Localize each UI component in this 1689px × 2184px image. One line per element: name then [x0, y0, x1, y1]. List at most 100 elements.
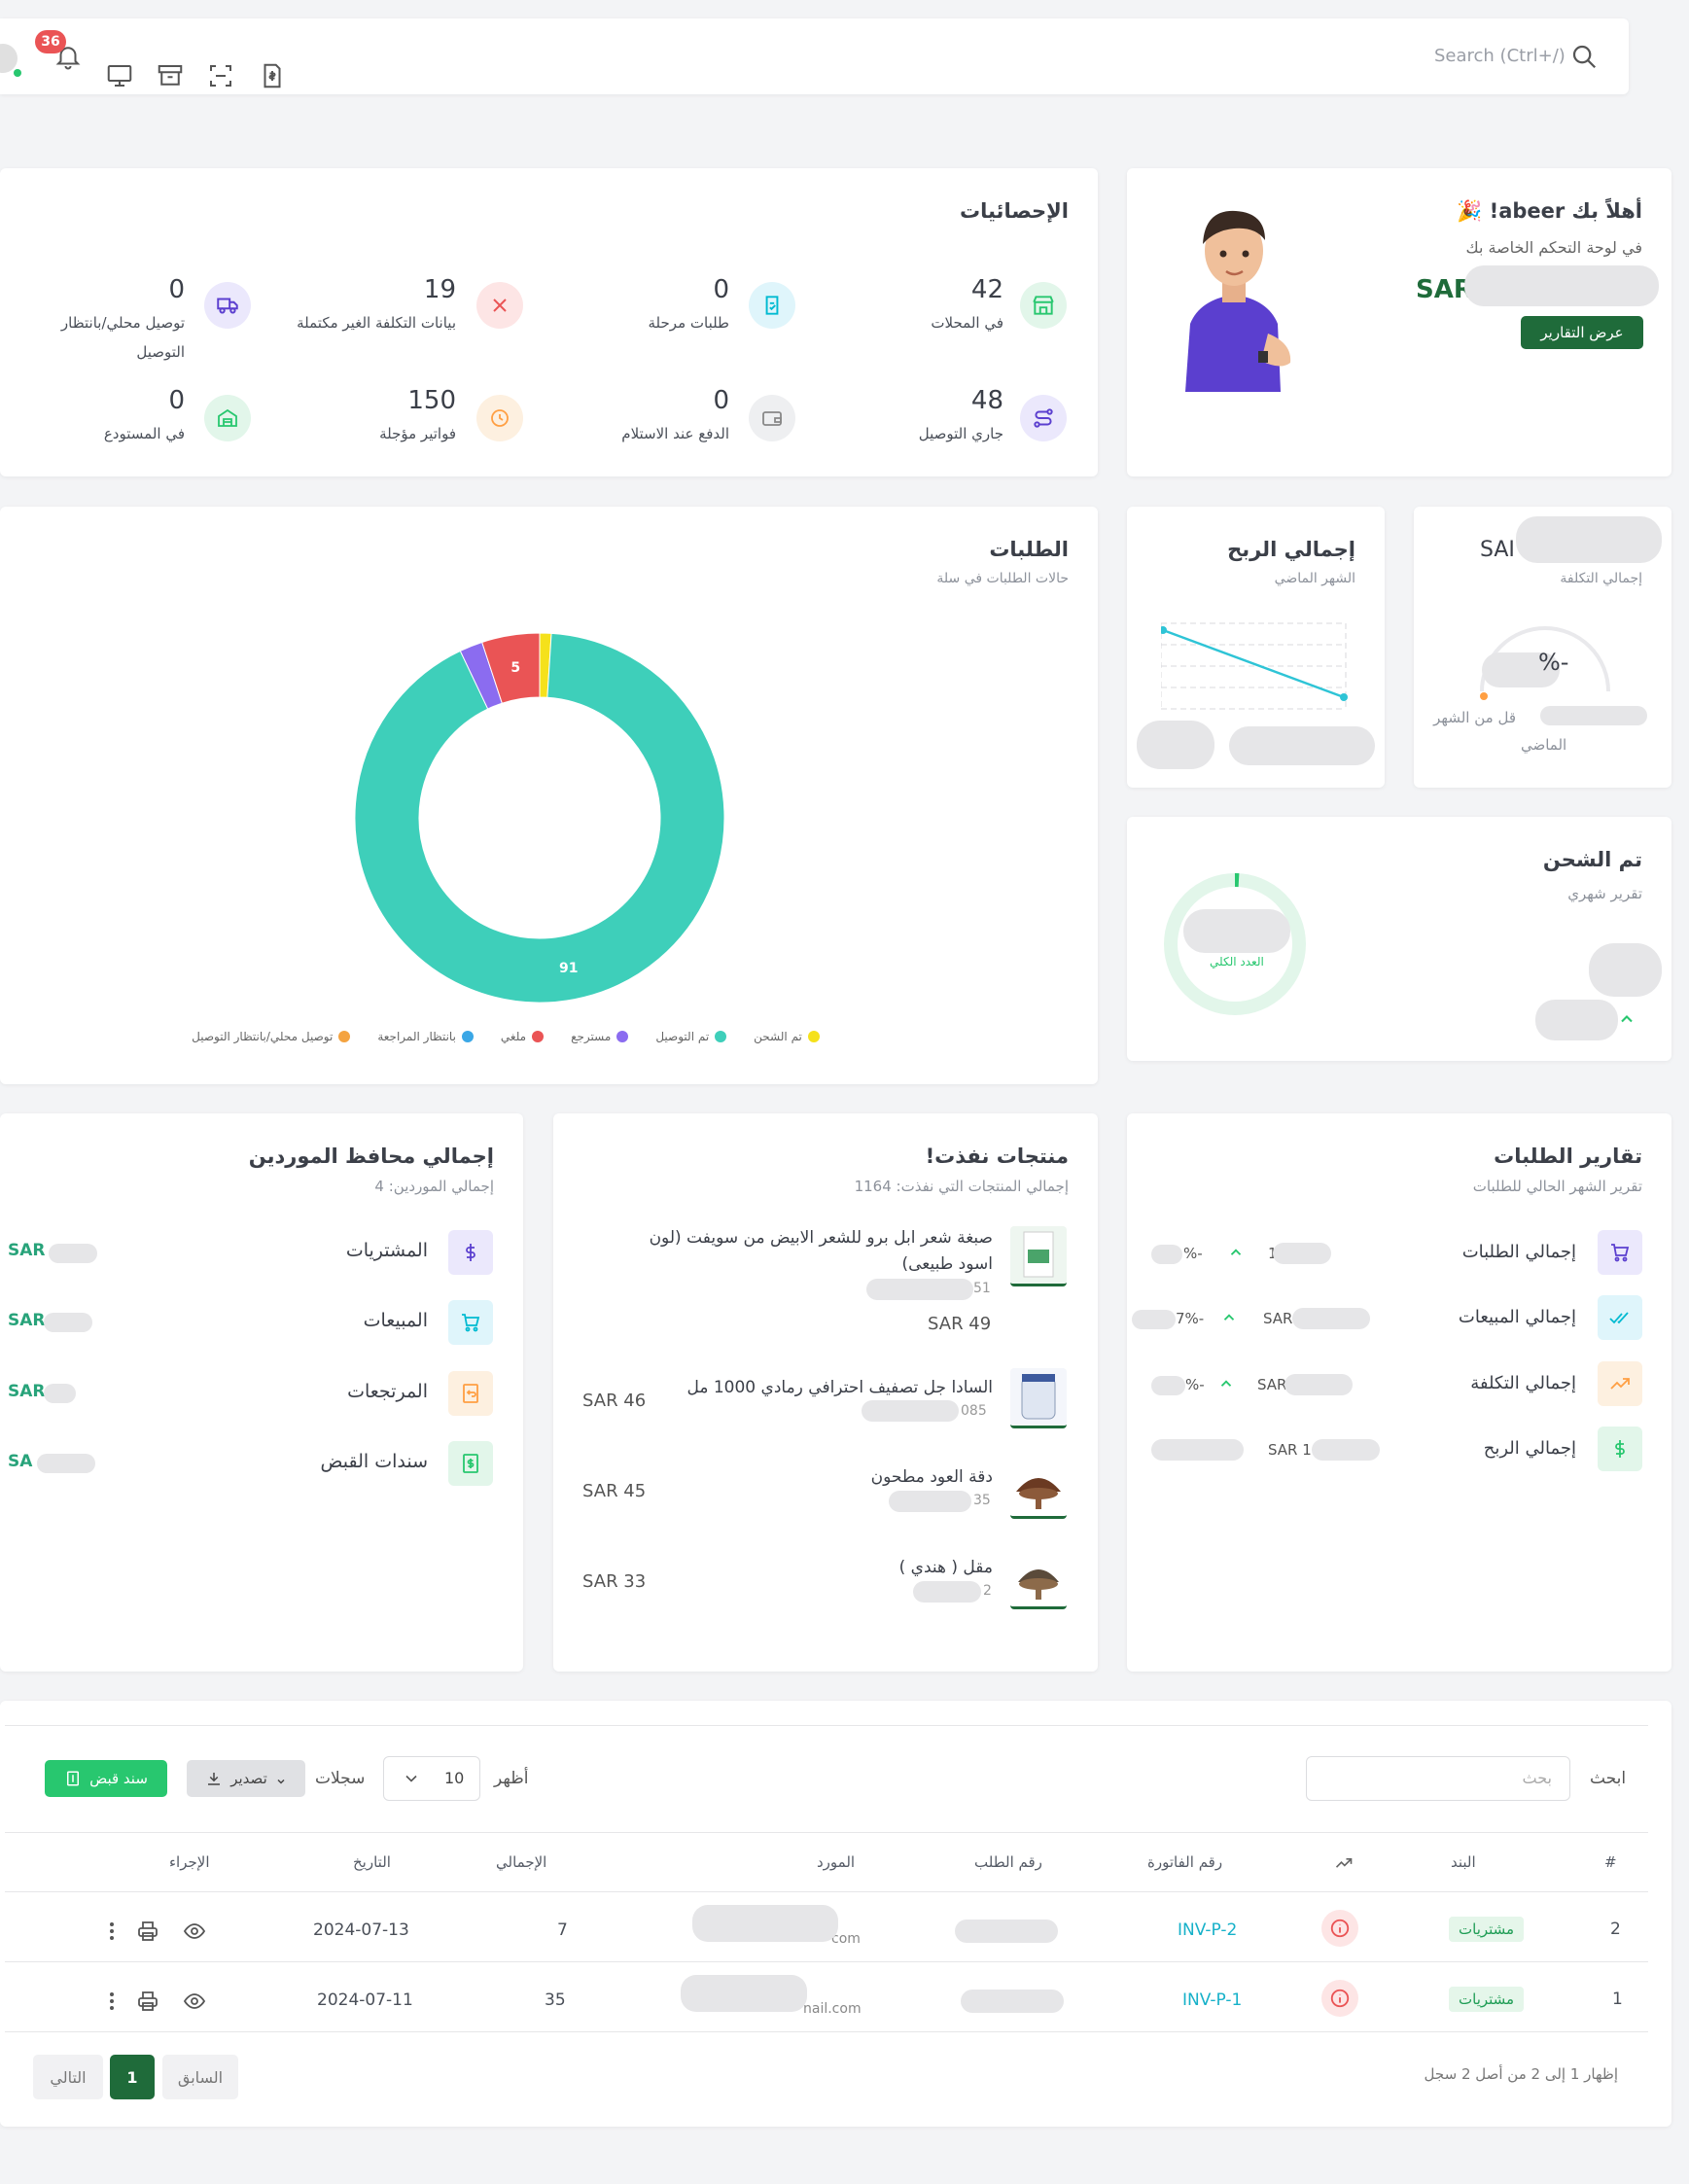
chevron-up-icon	[1217, 1375, 1235, 1392]
table-search-input[interactable]: بحث	[1306, 1756, 1570, 1801]
wallet-icon	[749, 395, 795, 441]
page-1-button[interactable]: 1	[110, 2055, 155, 2099]
export-button[interactable]: تصدير	[187, 1760, 305, 1797]
col-invoice-number[interactable]: رقم الفاتورة	[1147, 1853, 1223, 1871]
row-invoice-link[interactable]: INV-P-1	[1182, 1990, 1243, 2010]
welcome-card: أهلاً بك abeer! 🎉 في لوحة التحكم الخاصة …	[1127, 168, 1671, 476]
route-icon	[1020, 395, 1067, 441]
trend-icon[interactable]	[1334, 1853, 1354, 1873]
legend-label-4: بانتظار المراجعة	[377, 1030, 456, 1043]
printer-icon[interactable]	[136, 1920, 159, 1943]
shipped-title: تم الشحن	[1542, 848, 1642, 871]
report-value-profit: SAR 1	[1268, 1441, 1312, 1459]
next-page-button[interactable]: التالي	[33, 2055, 103, 2099]
legend-label-0: تم الشحن	[754, 1030, 802, 1043]
orders-chart-legend: تم الشحن تم التوصيل مسترجع ملغي بانتظار المر…	[146, 1030, 865, 1043]
info-icon[interactable]	[1321, 1910, 1358, 1947]
legend-item-3[interactable]: ملغي	[500, 1030, 545, 1043]
stat-label-local-delivery-2: التوصيل	[136, 343, 185, 361]
search-icon[interactable]	[1569, 42, 1599, 71]
legend-item-5[interactable]: توصيل محلي/بانتظار التوصيل	[192, 1030, 351, 1043]
archive-icon[interactable]	[156, 61, 185, 90]
col-total[interactable]: الإجمالي	[496, 1853, 547, 1871]
stat-value-in-warehouse: 0	[168, 386, 185, 415]
user-avatar[interactable]	[0, 44, 18, 73]
redacted-report-4b	[1151, 1439, 1244, 1461]
redacted-supplier	[681, 1975, 807, 2012]
redacted-note	[1540, 706, 1647, 725]
row-invoice-link[interactable]: INV-P-2	[1178, 1920, 1238, 1940]
stat-label-deferred-invoices: فواتير مؤجلة	[379, 425, 456, 442]
export-label: تصدير	[230, 1770, 267, 1787]
stat-label-delivering: جاري التوصيل	[918, 425, 1003, 442]
more-vertical-icon[interactable]	[102, 1990, 122, 2013]
bell-icon[interactable]	[53, 42, 83, 71]
cost-amount: SAI	[1480, 538, 1515, 562]
eye-icon[interactable]	[183, 1990, 206, 2013]
scan-icon[interactable]	[206, 61, 235, 90]
page-size-select[interactable]: 10	[383, 1756, 480, 1801]
stat-label-in-warehouse: في المستودع	[103, 425, 185, 442]
legend-label-3: ملغي	[500, 1030, 527, 1043]
order-reports-subtitle: تقرير الشهر الحالي للطلبات	[1472, 1178, 1642, 1195]
product-code-4: 2	[983, 1583, 992, 1599]
donut-slice-3[interactable]	[481, 632, 541, 704]
order-reports-card: تقارير الطلبات تقرير الشهر الحالي للطلبا…	[1127, 1113, 1671, 1672]
top-bar: 36 Search (Ctrl+/)	[0, 18, 1629, 94]
legend-marker-2	[616, 1031, 629, 1042]
supplier-label-purchases: المشتريات	[345, 1240, 428, 1261]
more-vertical-icon[interactable]	[102, 1920, 122, 1943]
profit-subtitle: الشهر الماضي	[1274, 571, 1355, 586]
donut-slice-1[interactable]	[354, 632, 725, 1004]
page-size-value: 10	[444, 1769, 465, 1787]
show-label: أظهر	[494, 1769, 529, 1788]
col-item[interactable]: البند	[1451, 1853, 1476, 1871]
legend-item-0[interactable]: تم الشحن	[754, 1030, 820, 1043]
eye-icon[interactable]	[183, 1920, 206, 1943]
stat-value-in-stores: 42	[970, 275, 1003, 304]
redacted-shipped-2	[1535, 1000, 1618, 1040]
search-placeholder[interactable]: Search (Ctrl+/)	[1434, 46, 1566, 66]
report-label-sales: إجمالي المبيعات	[1458, 1307, 1576, 1327]
info-icon[interactable]	[1321, 1980, 1358, 2017]
row-total: 35	[545, 1990, 566, 2010]
redacted-gauge	[1482, 652, 1560, 687]
stat-value-delivering: 48	[970, 386, 1003, 415]
legend-item-1[interactable]: تم التوصيل	[655, 1030, 727, 1043]
redacted-report-4	[1312, 1439, 1380, 1461]
header-bottom-divider	[5, 1891, 1648, 1892]
printer-icon[interactable]	[136, 1990, 159, 2013]
receipt-voucher-button[interactable]: سند قبض	[45, 1760, 167, 1797]
out-of-stock-title: منتجات نفذت!	[925, 1145, 1069, 1168]
product-price-1: SAR 49	[928, 1314, 992, 1334]
online-dot	[14, 69, 21, 77]
invoice-icon[interactable]	[258, 61, 287, 90]
col-action[interactable]: الإجراء	[169, 1853, 210, 1871]
pagination-summary: إظهار 1 إلى 2 من أصل 2 سجل	[1424, 2065, 1618, 2083]
table-search-placeholder: بحث	[1522, 1769, 1553, 1787]
redacted-supplier-1	[49, 1244, 97, 1263]
chevron-up-icon	[1617, 1009, 1636, 1029]
view-reports-button[interactable]: عرض التقارير	[1521, 316, 1643, 349]
prev-page-button[interactable]: السابق	[162, 2055, 238, 2099]
redacted-order-number	[961, 1990, 1064, 2013]
legend-item-2[interactable]: مسترجع	[571, 1030, 629, 1043]
product-image	[1010, 1368, 1067, 1428]
stat-value-cod: 0	[713, 386, 729, 415]
monitor-icon[interactable]	[105, 61, 134, 90]
stat-value-staged-orders: 0	[713, 275, 729, 304]
shipped-subtitle: تقرير شهري	[1567, 885, 1642, 902]
supplier-value-returns: SAR	[8, 1382, 46, 1401]
legend-item-4[interactable]: بانتظار المراجعة	[377, 1030, 474, 1043]
return-icon	[448, 1371, 493, 1416]
suppliers-card: إجمالي محافظ الموردين إجمالي الموردين: 4…	[0, 1113, 523, 1672]
dollar-icon	[1598, 1427, 1642, 1471]
col-number[interactable]: #	[1604, 1853, 1617, 1871]
product-image	[1010, 1459, 1067, 1519]
shipped-ring	[1164, 872, 1306, 1015]
col-order-number[interactable]: رقم الطلب	[974, 1853, 1042, 1871]
report-value-cost: SAR	[1257, 1376, 1287, 1393]
col-date[interactable]: التاريخ	[353, 1853, 391, 1871]
col-supplier[interactable]: المورد	[817, 1853, 856, 1871]
chevron-up-icon	[1220, 1309, 1238, 1326]
